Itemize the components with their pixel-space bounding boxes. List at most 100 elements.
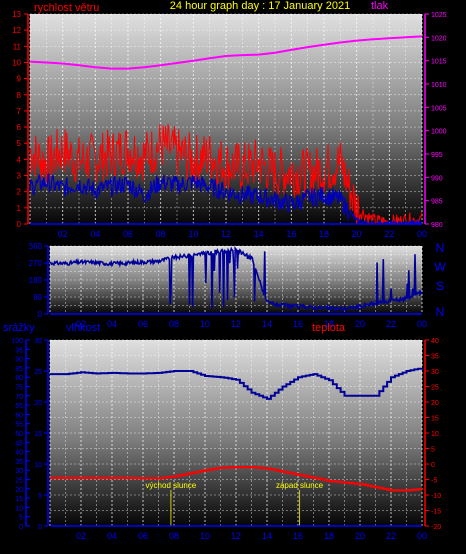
temperature-tick-label: 15 (431, 416, 439, 423)
pressure-tick-label: 1015 (431, 59, 447, 66)
x-tick-label: 06 (138, 531, 148, 541)
x-tick-label: 20 (355, 531, 365, 541)
temperature-line (50, 466, 424, 492)
humidity-tick-label: 0 (38, 524, 42, 531)
temperature-tick-label: 35 (431, 354, 439, 361)
wind-speed-tick-label: 3 (17, 172, 22, 181)
precip-tick-label: 0 (19, 524, 23, 531)
pressure-tick-label: 1020 (431, 35, 447, 42)
temperature-tick-label: 10 (431, 431, 439, 438)
x-tick-label: 04 (107, 531, 117, 541)
sunset-label: západ slunce (276, 481, 324, 490)
precip-tick-label: 90 (15, 357, 23, 364)
temperature-tick-label: 40 (431, 338, 439, 345)
x-tick-label: 22 (384, 229, 394, 239)
pressure-line (29, 35, 423, 70)
temperature-tick-label: 20 (431, 400, 439, 407)
x-tick-label: 16 (286, 229, 296, 239)
x-tick-label: 10 (188, 229, 198, 239)
x-tick-label: 22 (386, 319, 396, 329)
temperature-tick-label: -10 (431, 493, 441, 500)
wind-speed-tick-label: 6 (17, 123, 22, 132)
x-tick-label: 08 (169, 531, 179, 541)
x-tick-label: 10 (200, 319, 210, 329)
wind-speed-tick-label: 11 (13, 42, 22, 51)
humidity-tick-label: 10 (34, 462, 42, 469)
wind-speed-tick-label: 5 (17, 139, 22, 148)
temperature-tick-label: 5 (431, 447, 435, 454)
temperature-tick-label: 30 (431, 369, 439, 376)
x-tick-label: 18 (324, 531, 334, 541)
wind-speed-tick-label: 13 (12, 10, 21, 19)
temperature-tick-label: -5 (431, 478, 437, 485)
x-tick-label: 00 (417, 531, 427, 541)
wind-speed-tick-label: 12 (12, 26, 21, 35)
precip-tick-label: 70 (15, 394, 23, 401)
x-tick-label: 04 (90, 229, 100, 239)
humidity-tick-label: 5 (38, 493, 42, 500)
humidity-axis-label: vlhkost (66, 322, 100, 334)
x-tick-label: 02 (58, 229, 68, 239)
humidity-tick-label: 20 (34, 400, 42, 407)
wind-speed-tick-label: 8 (17, 91, 22, 100)
pressure-tick-label: 985 (431, 199, 443, 206)
temperature-tick-label: -15 (431, 509, 441, 516)
wind-speed-tick-label: 4 (17, 155, 22, 164)
wind-speed-tick-label: 7 (17, 107, 22, 116)
direction-label-n-bottom: N (436, 305, 445, 319)
direction-tick-label: 180 (29, 276, 43, 285)
x-tick-label: 12 (221, 229, 231, 239)
wind-speed-tick-label: 0 (17, 220, 22, 229)
x-tick-label: 18 (319, 229, 329, 239)
sunrise-label: východ slunce (146, 481, 197, 490)
x-tick-label: 12 (231, 531, 241, 541)
x-tick-label: 16 (293, 531, 303, 541)
x-tick-label: 02 (76, 319, 86, 329)
direction-tick-label: 360 (29, 242, 43, 251)
precip-tick-label: 20 (15, 487, 23, 494)
wind-speed-axis-label: rychlost větru (34, 2, 99, 14)
temperature-tick-label: -20 (431, 524, 441, 531)
precip-tick-label: 65 (15, 403, 23, 410)
precip-tick-label: 55 (15, 422, 23, 429)
x-tick-label: 14 (262, 319, 272, 329)
x-tick-label: 14 (262, 531, 272, 541)
x-tick-label: 20 (355, 319, 365, 329)
direction-tick-label: 270 (29, 259, 43, 268)
pressure-tick-label: 1025 (431, 12, 447, 19)
precip-tick-label: 25 (15, 478, 23, 485)
precip-tick-label: 95 (15, 347, 23, 354)
precip-tick-label: 100 (11, 338, 23, 345)
temperature-axis-label: teplota (312, 322, 346, 334)
precip-tick-label: 85 (15, 366, 23, 373)
x-tick-label: 18 (324, 319, 334, 329)
precip-tick-label: 40 (15, 450, 23, 457)
x-tick-label: 12 (231, 319, 241, 329)
direction-label-s: S (436, 279, 444, 293)
pressure-tick-label: 995 (431, 152, 443, 159)
precip-tick-label: 5 (19, 515, 23, 522)
x-tick-label: 06 (123, 229, 133, 239)
precip-tick-label: 10 (15, 505, 23, 512)
direction-label-w: W (434, 260, 446, 274)
x-tick-label: 14 (254, 229, 264, 239)
pressure-tick-label: 980 (431, 222, 443, 229)
x-tick-label: 02 (76, 531, 86, 541)
x-tick-label: 16 (293, 319, 303, 329)
precip-tick-label: 80 (15, 375, 23, 382)
wind-speed-tick-label: 1 (17, 204, 22, 213)
pressure-axis-label: tlak (371, 0, 389, 12)
x-tick-label: 00 (417, 229, 427, 239)
x-tick-label: 22 (386, 531, 396, 541)
precip-axis-label: srážky (3, 322, 35, 334)
humidity-tick-label: 15 (34, 431, 42, 438)
precip-tick-label: 35 (15, 459, 23, 466)
humidity-tick-label: 30 (34, 338, 42, 345)
x-tick-label: 20 (352, 229, 362, 239)
x-tick-label: 08 (169, 319, 179, 329)
pressure-tick-label: 1005 (431, 105, 447, 112)
direction-label-n-top: N (436, 241, 445, 255)
precip-tick-label: 30 (15, 468, 23, 475)
